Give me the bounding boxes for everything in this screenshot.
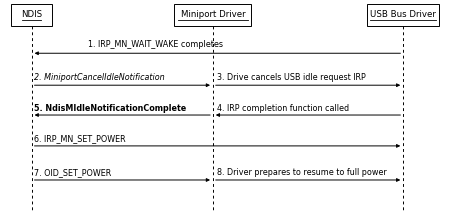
Text: NDIS: NDIS <box>21 10 42 19</box>
Text: 4. IRP completion function called: 4. IRP completion function called <box>217 104 350 113</box>
Text: 3. Drive cancels USB idle request IRP: 3. Drive cancels USB idle request IRP <box>217 73 366 82</box>
Text: Miniport Driver: Miniport Driver <box>181 10 245 19</box>
Text: 8. Driver prepares to resume to full power: 8. Driver prepares to resume to full pow… <box>217 168 387 177</box>
FancyBboxPatch shape <box>11 4 52 26</box>
Text: 7. OID_SET_POWER: 7. OID_SET_POWER <box>34 168 111 177</box>
Text: USB Bus Driver: USB Bus Driver <box>370 10 436 19</box>
Text: 1. IRP_MN_WAIT_WAKE completes: 1. IRP_MN_WAIT_WAKE completes <box>88 40 223 49</box>
Text: 5. NdisMIdleNotificationComplete: 5. NdisMIdleNotificationComplete <box>34 104 186 113</box>
FancyBboxPatch shape <box>367 4 439 26</box>
Text: 2. MiniportCancelIdleNotification: 2. MiniportCancelIdleNotification <box>34 73 165 82</box>
FancyBboxPatch shape <box>174 4 251 26</box>
Text: 6. IRP_MN_SET_POWER: 6. IRP_MN_SET_POWER <box>34 134 125 143</box>
